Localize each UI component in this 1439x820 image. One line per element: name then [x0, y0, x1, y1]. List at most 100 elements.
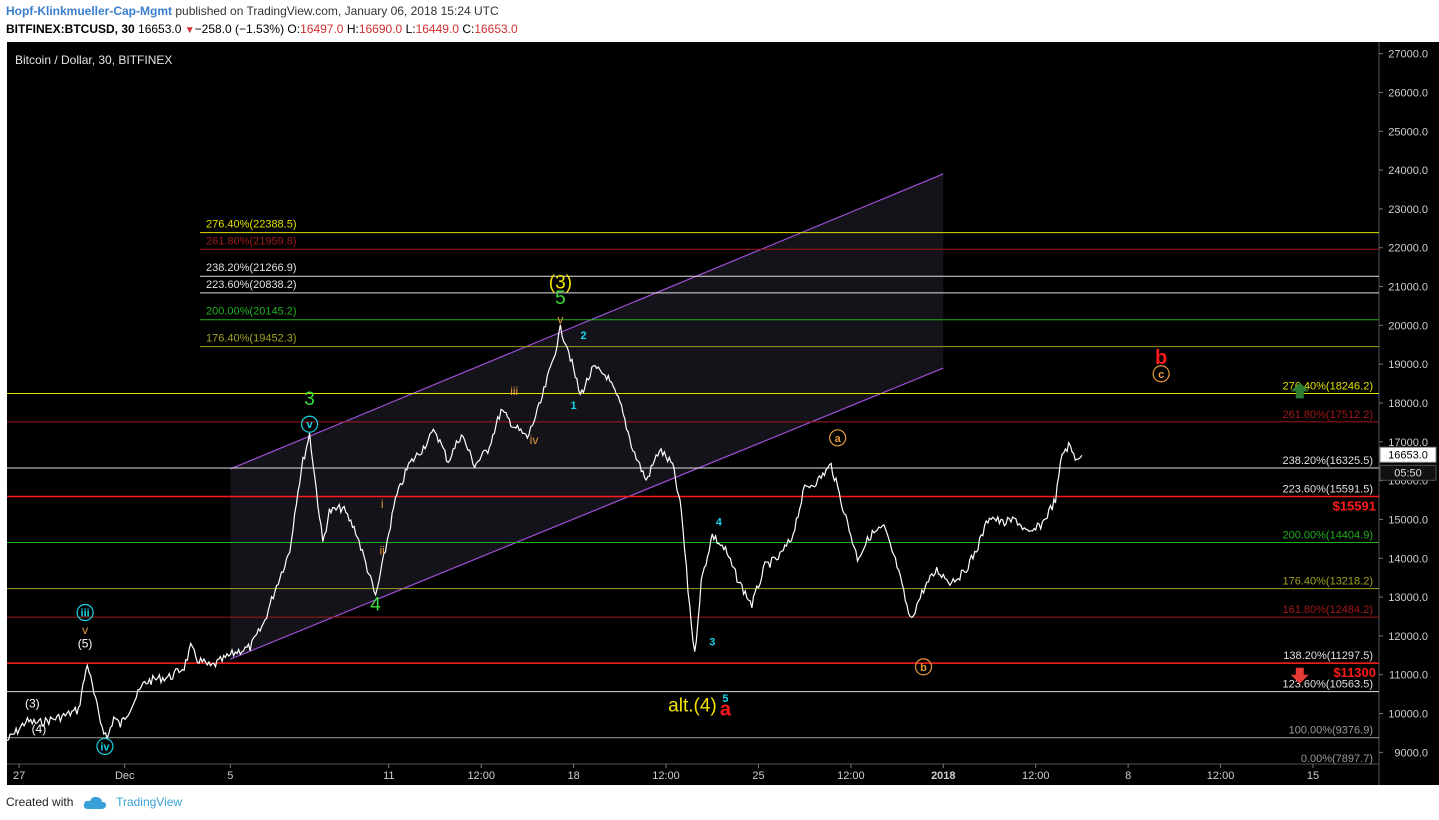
wave-label: (3): [549, 272, 572, 293]
y-tick-label: 27000.0: [1388, 49, 1428, 61]
y-tick-label: 11000.0: [1389, 670, 1428, 682]
key-level-label: $11300: [1333, 665, 1376, 680]
wave-label: c: [1158, 369, 1164, 381]
key-level-label: $15591: [1333, 499, 1376, 514]
down-triangle-icon: ▼: [184, 25, 195, 36]
channel-fill: [230, 173, 944, 660]
bar-countdown: 05:50: [1394, 467, 1422, 479]
x-tick-label: 12:00: [1207, 770, 1235, 782]
y-tick-label: 17000.0: [1388, 437, 1428, 449]
fib-label-right: 0.00%(7897.7): [1301, 753, 1373, 765]
y-tick-label: 9000.0: [1394, 747, 1428, 759]
price-tag: 16653.0 05:50: [1379, 446, 1437, 481]
symbol-header: BITFINEX:BTCUSD, 30 16653.0 ▼−258.0 (−1.…: [6, 22, 518, 36]
wave-label: iii: [81, 607, 90, 619]
high-label: H:: [346, 22, 359, 36]
fib-extension-levels[interactable]: 276.40%(22388.5) 261.80%(21959.8) 238.20%(…: [7, 219, 1379, 765]
price-axis-ticks: 27000.0 26000.0 25000.0 24000.0 23000.0 22000…: [1379, 49, 1428, 759]
y-tick-label: 13000.0: [1388, 592, 1428, 604]
y-tick-label: 22000.0: [1388, 243, 1428, 255]
last-price: 16653.0: [138, 22, 182, 36]
wave-label: 5: [722, 693, 728, 705]
x-tick-label: Dec: [115, 770, 135, 782]
fib-label-left: 223.60%(20838.2): [206, 279, 297, 291]
channel-lower-line[interactable]: [230, 367, 944, 660]
y-tick-label: 19000.0: [1388, 359, 1428, 371]
x-tick-label: 15: [1307, 770, 1319, 782]
fib-label-right: 261.80%(17512.2): [1282, 409, 1373, 421]
author-link[interactable]: Hopf-Klinkmueller-Cap-Mgmt: [6, 4, 172, 18]
wave-label: (3): [25, 697, 40, 711]
wave-circle: [829, 429, 847, 447]
y-tick-label: 24000.0: [1388, 165, 1428, 177]
wave-label: alt.(4): [668, 696, 717, 717]
high-value: 16690.0: [358, 22, 403, 36]
up-arrow-icon[interactable]: [1290, 382, 1309, 399]
wave-label: 5: [555, 288, 566, 309]
time-axis-ticks: 27 Dec 5 11 12:00 18 12:00 25 12:00 2018 12:00 8 12:…: [13, 764, 1319, 782]
y-tick-label: 10000.0: [1388, 709, 1428, 721]
x-tick-label: 8: [1125, 770, 1131, 782]
wave-label: 1: [571, 400, 577, 412]
wave-labels: (3)5v21iiiiv3viii4iiiv(5)(3)(4)iv435alt.…: [25, 272, 1309, 756]
x-tick-label: 11: [383, 770, 394, 782]
wave-label: a: [835, 433, 842, 445]
close-value: 16653.0: [474, 22, 518, 36]
price-axis[interactable]: [1379, 42, 1439, 785]
parallel-channel[interactable]: [230, 173, 944, 660]
tradingview-cloud-icon: [83, 796, 106, 809]
published-text: published on TradingView.com, January 06…: [175, 4, 499, 18]
fib-label-right: 161.80%(12484.2): [1282, 604, 1373, 616]
wave-label: (5): [78, 637, 93, 651]
created-with-text: Created with: [6, 795, 74, 809]
y-tick-label: 14000.0: [1388, 553, 1428, 565]
wave-label: v: [307, 419, 314, 431]
channel-upper-line[interactable]: [230, 173, 944, 470]
tradingview-link[interactable]: TradingView: [116, 795, 183, 809]
y-tick-label: 20000.0: [1388, 320, 1428, 332]
price-change: −258.0 (−1.53%): [194, 22, 285, 36]
open-label: O:: [287, 22, 301, 36]
x-tick-label: 27: [13, 770, 25, 782]
wave-label: v: [82, 623, 88, 637]
time-axis[interactable]: [7, 764, 1379, 785]
x-tick-label: 12:00: [652, 770, 680, 782]
current-price-tag: 16653.0: [1388, 449, 1428, 461]
price-line: [6, 324, 1083, 742]
wave-label: 4: [716, 516, 723, 528]
wave-circle: [300, 415, 319, 433]
open-value: 16497.0: [300, 22, 344, 36]
wave-circle: [914, 658, 933, 676]
x-tick-label: 18: [567, 770, 579, 782]
fib-label-right: 223.60%(15591.5): [1282, 483, 1373, 495]
wave-circle: [96, 737, 114, 756]
y-tick-label: 12000.0: [1388, 631, 1428, 643]
wave-label: (4): [32, 722, 47, 736]
fib-label-right: 138.20%(11297.5): [1283, 650, 1373, 662]
wave-label: iii: [510, 384, 518, 398]
wave-label: b: [1155, 347, 1167, 369]
close-label: C:: [462, 22, 475, 36]
wave-label: 3: [709, 637, 715, 649]
footer: Created with TradingView: [6, 795, 182, 810]
y-tick-label: 23000.0: [1388, 204, 1428, 216]
chart-title: Bitcoin / Dollar, 30, BITFINEX: [15, 53, 172, 67]
symbol-label: BITFINEX:BTCUSD, 30: [6, 22, 135, 36]
wave-label: i: [381, 497, 384, 511]
x-tick-label: 5: [227, 770, 233, 782]
fib-label-right: 123.60%(10563.5): [1282, 679, 1373, 691]
wave-label: iv: [100, 741, 110, 753]
publication-header: Hopf-Klinkmueller-Cap-Mgmt published on …: [6, 4, 499, 18]
down-arrow-icon[interactable]: [1290, 667, 1309, 684]
wave-label: iv: [530, 433, 539, 447]
wave-label: v: [557, 312, 563, 326]
low-value: 16449.0: [415, 22, 459, 36]
wave-label: 2: [580, 330, 586, 342]
low-label: L:: [405, 22, 416, 36]
y-tick-label: 18000.0: [1388, 398, 1428, 410]
fib-label-right: 176.40%(13218.2): [1282, 576, 1373, 588]
wave-label: ii: [380, 543, 385, 557]
price-chart[interactable]: Bitcoin / Dollar, 30, BITFINEX 276.40%(2…: [0, 42, 1439, 785]
y-tick-label: 15000.0: [1388, 514, 1428, 526]
x-tick-label: 12:00: [837, 770, 865, 782]
